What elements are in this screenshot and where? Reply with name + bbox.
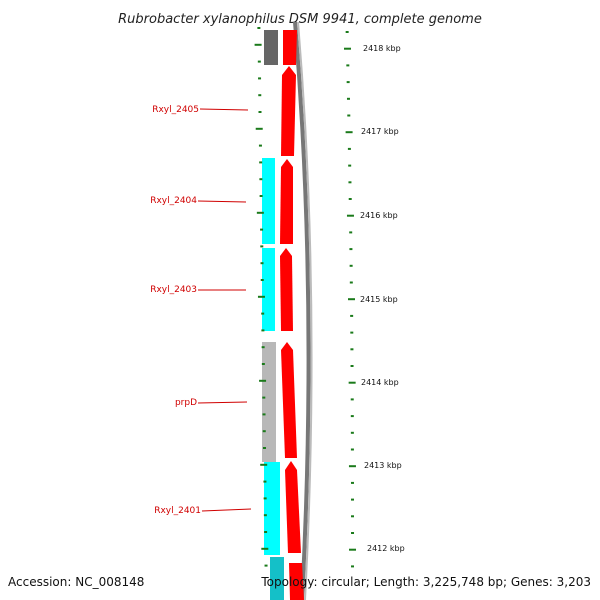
leader-line bbox=[197, 200, 247, 203]
forward-cds-prpd bbox=[281, 342, 297, 458]
reverse-cds-bottom bbox=[270, 557, 284, 600]
reverse-cds-rxyl-2401 bbox=[264, 462, 280, 555]
inner-tick-marks bbox=[254, 27, 269, 567]
gene-label-text: Rxyl_2401 bbox=[154, 506, 201, 516]
gene-label-rxyl-2404[interactable]: Rxyl_2404 bbox=[150, 196, 247, 206]
gene-label-rxyl-2403[interactable]: Rxyl_2403 bbox=[150, 285, 246, 295]
gene-label-text: Rxyl_2403 bbox=[150, 285, 197, 295]
forward-cds-bottom bbox=[289, 563, 304, 600]
leader-line bbox=[197, 401, 248, 404]
scale-label: 2418 kbp bbox=[363, 44, 401, 53]
outer-scale-ticks bbox=[343, 31, 357, 568]
accession-text: Accession: NC_008148 bbox=[8, 575, 144, 589]
scale-label: 2414 kbp bbox=[361, 378, 399, 387]
scale-label: 2417 kbp bbox=[361, 127, 399, 136]
gene-label-rxyl-2401[interactable]: Rxyl_2401 bbox=[154, 506, 252, 516]
scale-label: 2415 kbp bbox=[360, 295, 398, 304]
forward-cds-rxyl-2401 bbox=[285, 461, 301, 553]
reverse-cds-rxyl-2403 bbox=[262, 248, 275, 331]
leader-line bbox=[201, 508, 252, 512]
gene-label-prpd[interactable]: prpD bbox=[175, 398, 248, 408]
gene-label-text: Rxyl_2404 bbox=[150, 196, 197, 206]
genome-backbone bbox=[293, 21, 311, 600]
scale-label: 2413 kbp bbox=[364, 461, 402, 470]
reverse-cds-dark-top bbox=[264, 30, 278, 65]
forward-cds-rxyl-2403 bbox=[280, 248, 293, 331]
forward-cds-rxyl-2405 bbox=[281, 66, 296, 156]
genome-backbone-highlight bbox=[297, 21, 313, 600]
genome-summary-text: Topology: circular; Length: 3,225,748 bp… bbox=[260, 575, 591, 589]
genome-title: Rubrobacter xylanophilus DSM 9941, compl… bbox=[118, 12, 482, 27]
gene-label-text: Rxyl_2405 bbox=[152, 105, 199, 115]
scale-label: 2416 kbp bbox=[360, 211, 398, 220]
leader-line bbox=[199, 108, 249, 111]
gene-label-rxyl-2405[interactable]: Rxyl_2405 bbox=[152, 105, 249, 115]
forward-cds-rxyl-2404 bbox=[280, 159, 293, 244]
gene-label-text: prpD bbox=[175, 398, 197, 408]
scale-label: 2412 kbp bbox=[367, 544, 405, 553]
forward-cds-top bbox=[283, 30, 297, 65]
reverse-cds-prpd bbox=[262, 342, 276, 462]
reverse-cds-rxyl-2404 bbox=[262, 158, 275, 244]
